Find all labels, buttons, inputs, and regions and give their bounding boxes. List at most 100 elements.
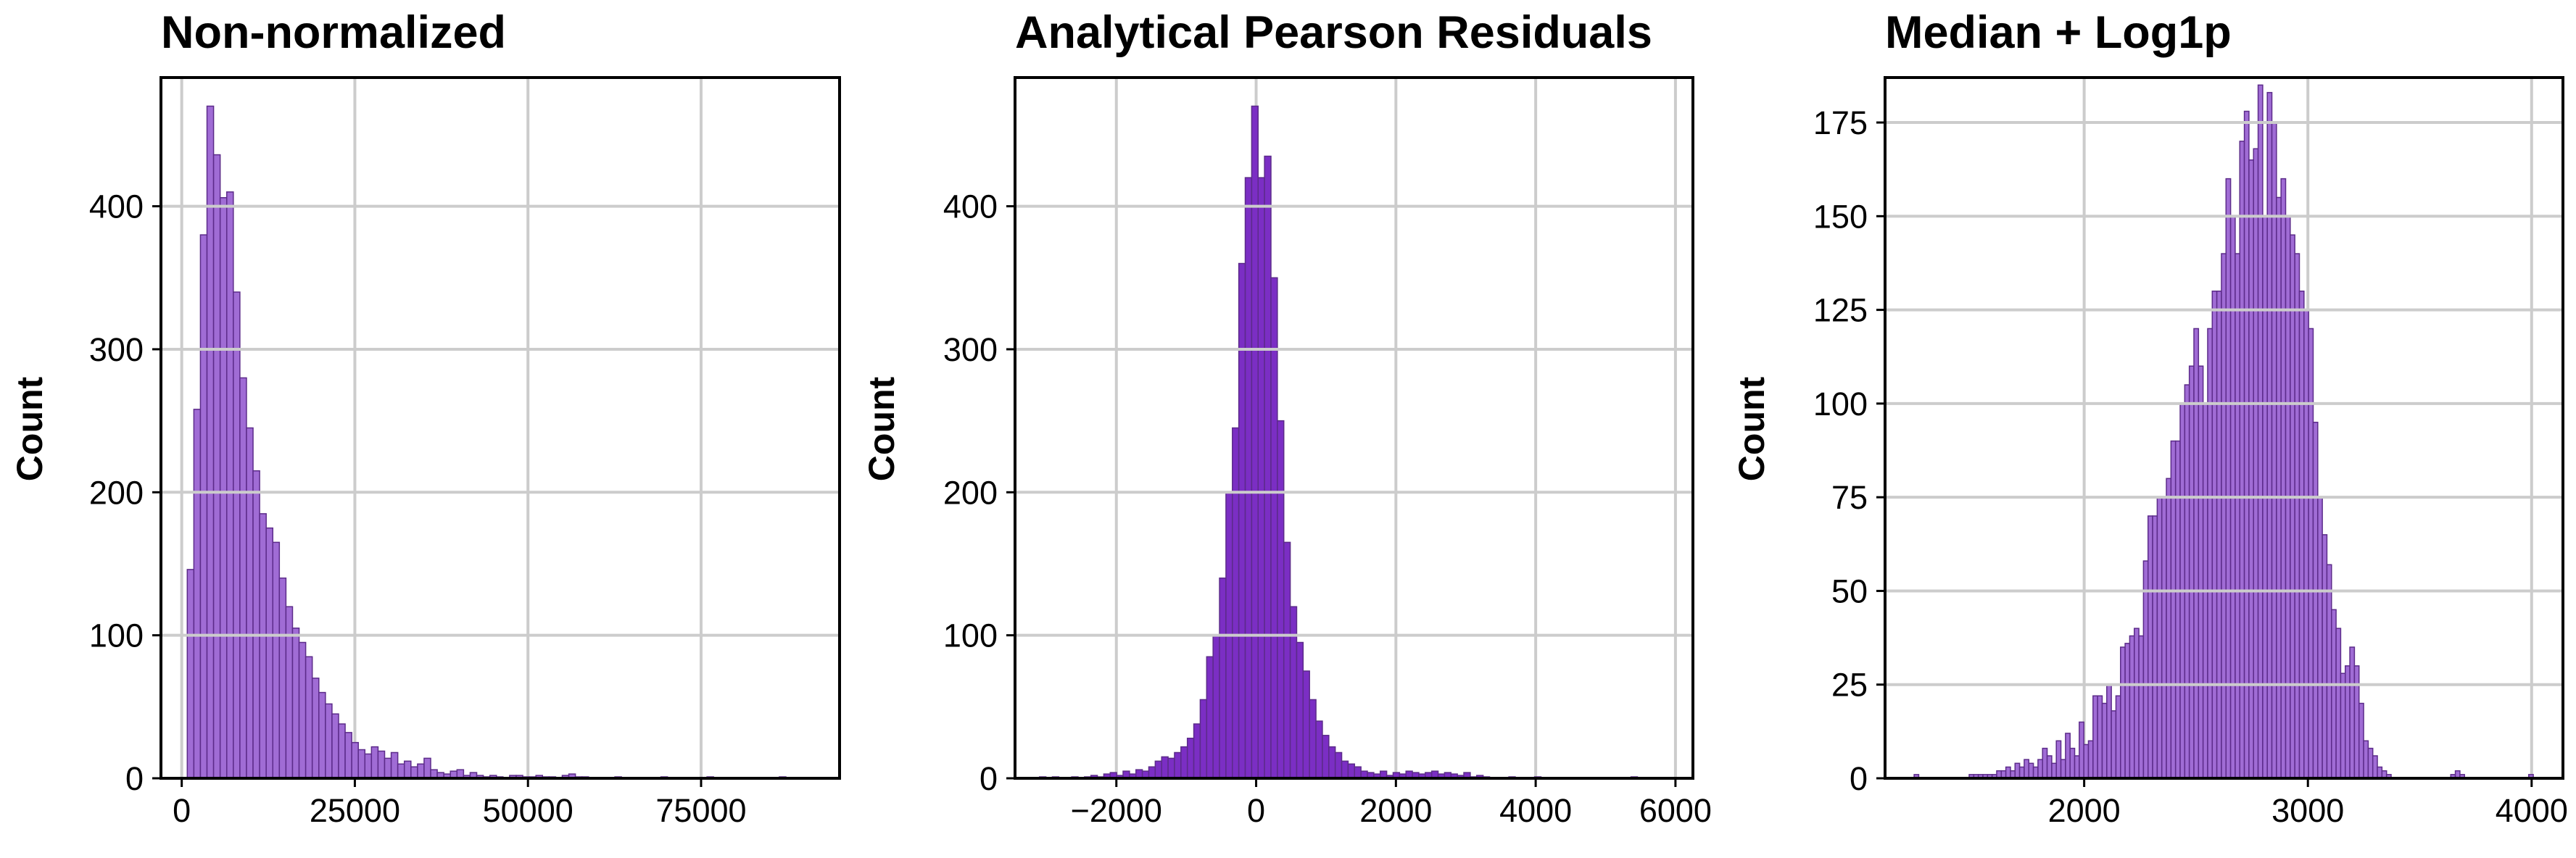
histogram-bar <box>1334 751 1343 779</box>
histogram-bar <box>2340 672 2346 779</box>
histogram-bar <box>423 757 431 779</box>
histogram-bar <box>2138 635 2145 779</box>
histogram-bar <box>1193 723 1201 779</box>
histogram-bar <box>410 766 418 779</box>
y-tick-label: 175 <box>1813 104 1868 141</box>
histogram-bar <box>2363 740 2369 779</box>
histogram-bar <box>2372 755 2378 779</box>
histogram-bar <box>298 641 307 779</box>
histogram-bar <box>397 763 405 779</box>
histogram-bar <box>1238 262 1246 779</box>
histogram-bar <box>2055 740 2062 779</box>
histogram-bar <box>278 577 287 779</box>
histogram-bar <box>2069 747 2076 779</box>
y-axis-label: Count <box>861 376 902 481</box>
histogram-bar <box>2331 609 2337 779</box>
axis-ticks: 0 25000 50000 75000 0 100 200 300 400 <box>89 188 747 829</box>
histogram-bar <box>2120 646 2126 779</box>
histogram-bar <box>1341 760 1349 779</box>
y-tick-label: 100 <box>943 617 998 654</box>
y-tick-label: 0 <box>980 760 998 797</box>
histogram-bar <box>2129 635 2135 779</box>
y-tick-label: 400 <box>89 188 144 225</box>
histogram-bar <box>2294 253 2300 779</box>
histogram-bar <box>2367 747 2374 779</box>
y-tick-label: 100 <box>1813 386 1868 422</box>
histogram-bar <box>2065 733 2071 779</box>
y-tick-label: 200 <box>89 474 144 511</box>
histogram-bar <box>252 470 260 779</box>
histogram-bar <box>2124 643 2131 779</box>
histogram-bar <box>2322 534 2328 779</box>
histogram-bar <box>2156 496 2163 779</box>
histogram-bar <box>403 760 412 779</box>
histogram-bar <box>2028 762 2034 779</box>
histogram-bar <box>1257 177 1265 779</box>
histogram-bar <box>2018 766 2025 779</box>
histogram-bar <box>357 749 366 779</box>
histogram-bar <box>1206 656 1214 779</box>
histogram-bar <box>1289 606 1298 779</box>
histogram-bars <box>1885 84 2563 780</box>
histogram-bar <box>2298 291 2305 779</box>
histogram-bar <box>331 713 339 779</box>
histogram-bar <box>2087 740 2094 779</box>
histogram-bar <box>1309 699 1317 779</box>
x-tick-label: 0 <box>1247 792 1265 829</box>
histogram-bar <box>1219 577 1227 779</box>
histogram-bar <box>2134 628 2140 779</box>
histogram-bar <box>2074 755 2080 779</box>
histogram-bar <box>338 723 346 779</box>
histogram-bar <box>417 763 425 779</box>
histogram-bar <box>2166 478 2172 779</box>
histogram-bar <box>219 197 228 779</box>
histogram-bar <box>2101 702 2108 779</box>
histogram-bar <box>2051 762 2057 779</box>
histogram-bar <box>285 606 294 779</box>
y-tick-label: 50 <box>1831 572 1868 609</box>
histogram-bar <box>2358 702 2364 779</box>
histogram-bar <box>2042 747 2048 779</box>
chart-title: Median + Log1p <box>1885 7 2232 58</box>
plot-frame <box>1884 76 2564 780</box>
y-tick-label: 0 <box>125 760 144 797</box>
histogram-bar <box>2014 762 2021 779</box>
histogram-bar <box>2257 84 2264 779</box>
y-tick-label: 100 <box>89 617 144 654</box>
histogram-bar <box>2152 515 2158 779</box>
histogram-bar <box>344 732 352 779</box>
histogram-bar <box>2005 766 2011 779</box>
y-axis-label: Count <box>9 376 50 481</box>
histogram-bar <box>2097 695 2103 779</box>
grid <box>1114 78 1677 778</box>
histogram-bar <box>246 427 254 779</box>
grid <box>180 78 703 778</box>
histogram-bar <box>384 757 392 779</box>
axis-ticks: −2000 0 2000 4000 6000 0 100 200 300 400 <box>943 188 1712 829</box>
plot-frame <box>160 76 841 780</box>
histogram-bar <box>2193 328 2200 779</box>
histogram-bar <box>2174 440 2181 779</box>
histogram-bar <box>193 409 202 779</box>
y-tick-label: 75 <box>1831 479 1868 516</box>
y-tick-label: 125 <box>1813 292 1868 329</box>
histogram-bar <box>1270 277 1278 779</box>
histogram-bar <box>1315 720 1323 779</box>
histogram-bar <box>2280 178 2287 779</box>
histogram-bar <box>2216 291 2222 779</box>
y-tick-label: 200 <box>943 474 998 511</box>
histogram-bar <box>1264 155 1272 779</box>
histogram-bar <box>1302 670 1310 779</box>
plot-frame <box>1014 76 1694 780</box>
histogram-bar <box>2198 365 2204 779</box>
y-tick-label: 0 <box>1850 760 1868 797</box>
histogram-bar <box>351 741 359 779</box>
histogram-bar <box>2303 309 2309 779</box>
histogram-bar <box>233 291 241 779</box>
histogram-bar <box>1161 756 1169 779</box>
histogram-bar <box>2271 122 2277 779</box>
histogram-bar <box>2079 721 2084 779</box>
histogram-bar <box>318 691 326 779</box>
histogram-bar <box>1167 757 1175 779</box>
